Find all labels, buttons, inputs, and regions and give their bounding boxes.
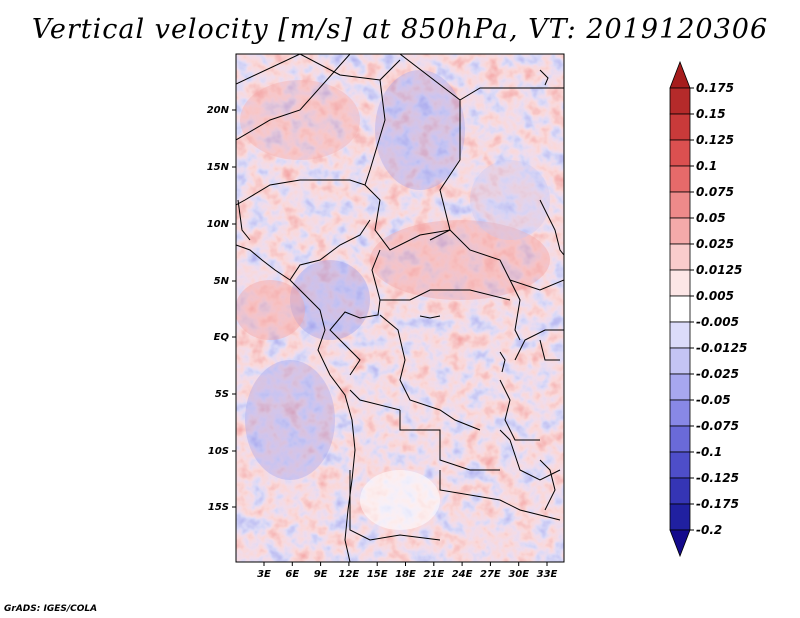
colorbar-swatch xyxy=(669,477,691,505)
colorbar-swatch xyxy=(669,87,691,115)
colorbar-swatch xyxy=(669,217,691,245)
colorbar-label: 0.175 xyxy=(696,81,734,95)
velocity-field xyxy=(236,54,564,562)
lon-label: 30E xyxy=(508,569,529,580)
colorbar-swatch xyxy=(669,321,691,349)
colorbar-swatch xyxy=(669,139,691,167)
lon-label: 27E xyxy=(480,569,501,580)
colorbar-label: 0.0125 xyxy=(696,263,742,277)
colorbar-swatch xyxy=(669,191,691,219)
colorbar-swatch xyxy=(669,243,691,271)
lon-label: 21E xyxy=(423,569,444,580)
map-frame xyxy=(235,53,565,563)
lon-label: 6E xyxy=(285,569,299,580)
longitude-axis: 3E 6E 9E 12E 15E 18E 21E 24E 27E 30E 33E xyxy=(257,562,558,580)
lat-label: 5S xyxy=(215,389,229,400)
colorbar-label: 0.005 xyxy=(696,289,734,303)
colorbar-label: -0.125 xyxy=(696,471,739,485)
lat-label: 5N xyxy=(214,276,230,287)
colorbar-swatch xyxy=(669,503,691,531)
colorbar-swatch xyxy=(669,347,691,375)
grads-credit: GrADS: IGES/COLA xyxy=(4,604,98,614)
colorbar-label: 0.025 xyxy=(696,237,734,251)
lon-label: 24E xyxy=(452,569,473,580)
colorbar-label: -0.175 xyxy=(696,497,739,511)
colorbar-swatch xyxy=(669,165,691,193)
colorbar-label: 0.15 xyxy=(696,107,726,121)
colorbar-swatch xyxy=(669,113,691,141)
colorbar-label: -0.075 xyxy=(696,419,739,433)
lat-label: 20N xyxy=(207,105,230,116)
colorbar-label: -0.025 xyxy=(696,367,739,381)
lat-label: 15S xyxy=(208,502,229,513)
lat-label: 15N xyxy=(207,162,230,173)
map-title: Vertical velocity [m/s] at 850hPa, VT: 2… xyxy=(31,14,769,45)
lon-label: 3E xyxy=(257,569,271,580)
colorbar-label: -0.2 xyxy=(696,523,722,537)
colorbar-swatch xyxy=(669,269,691,297)
lat-label: EQ xyxy=(214,332,230,343)
colorbar: 0.175 0.15 0.125 0.1 0.075 0.05 0.025 0.0125 0.0… xyxy=(669,60,747,558)
lon-label: 18E xyxy=(395,569,416,580)
colorbar-swatch xyxy=(669,60,691,89)
country-borders xyxy=(236,54,564,562)
colorbar-swatch xyxy=(669,425,691,453)
colorbar-swatch xyxy=(669,373,691,401)
colorbar-swatch xyxy=(669,295,691,323)
latitude-axis: 20N 15N 10N 5N EQ 5S 10S 15S xyxy=(207,105,236,513)
lat-label: 10S xyxy=(208,446,229,457)
lon-label: 9E xyxy=(314,569,328,580)
colorbar-label: 0.05 xyxy=(696,211,726,225)
colorbar-label: 0.1 xyxy=(696,159,717,173)
colorbar-label: 0.075 xyxy=(696,185,734,199)
colorbar-swatch xyxy=(669,399,691,427)
colorbar-swatch xyxy=(669,529,691,558)
colorbar-label: 0.125 xyxy=(696,133,734,147)
lat-label: 10N xyxy=(207,219,230,230)
colorbar-swatch xyxy=(669,451,691,479)
colorbar-label: -0.1 xyxy=(696,445,722,459)
colorbar-label: -0.0125 xyxy=(696,341,747,355)
colorbar-label: -0.05 xyxy=(696,393,731,407)
lon-label: 12E xyxy=(339,569,360,580)
colorbar-label: -0.005 xyxy=(696,315,739,329)
lon-label: 33E xyxy=(537,569,558,580)
lon-label: 15E xyxy=(367,569,388,580)
